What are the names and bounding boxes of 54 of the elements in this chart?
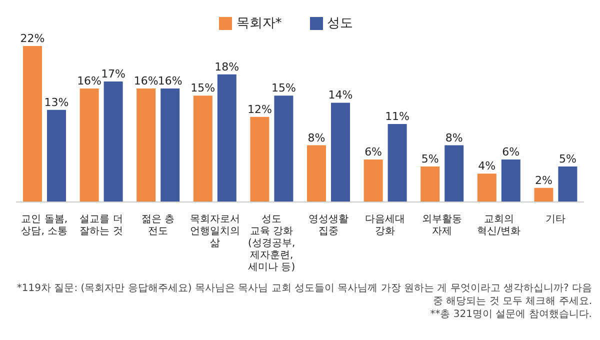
legend-label: 목회자* bbox=[236, 16, 282, 31]
data-label: 2% bbox=[534, 174, 552, 187]
data-label: 5% bbox=[421, 152, 439, 166]
x-tick-label: 설교를 더 잘하는 것 bbox=[80, 214, 123, 237]
data-label: 16% bbox=[134, 74, 158, 88]
data-label: 17% bbox=[101, 67, 126, 80]
data-label: 15% bbox=[271, 82, 296, 95]
data-label: 6% bbox=[502, 145, 520, 158]
data-label: 16% bbox=[158, 74, 182, 88]
data-label: 11% bbox=[385, 110, 410, 123]
x-tick-label: 성도 교육 강화 (성경공부, 제자훈련, 세미나 등) bbox=[248, 214, 296, 273]
x-tick-label: 교인 돌봄, 상담, 소통 bbox=[21, 214, 68, 237]
data-label: 13% bbox=[44, 96, 69, 109]
bar bbox=[477, 174, 496, 202]
bar bbox=[193, 96, 212, 202]
x-tick-label: 목회자로서 언행일치의 삶 bbox=[190, 214, 240, 249]
data-label: 4% bbox=[478, 160, 496, 173]
bar bbox=[80, 88, 99, 202]
bar bbox=[160, 88, 180, 202]
bar bbox=[420, 166, 440, 202]
bar bbox=[274, 96, 294, 202]
x-tick-label: 영성생활 집중 bbox=[308, 214, 348, 237]
data-label: 8% bbox=[445, 131, 463, 144]
data-label: 22% bbox=[20, 32, 45, 45]
data-label: 8% bbox=[308, 131, 326, 144]
bar bbox=[364, 159, 383, 202]
data-label: 14% bbox=[328, 88, 353, 102]
data-label: 12% bbox=[247, 102, 272, 116]
x-tick-label: 기타 bbox=[546, 214, 566, 225]
bar bbox=[444, 145, 464, 202]
data-label: 6% bbox=[364, 145, 382, 158]
x-tick-label: 젊은 층 전도 bbox=[141, 214, 175, 237]
bar bbox=[47, 110, 66, 202]
x-tick-label: 교회의 혁신/변화 bbox=[477, 214, 520, 237]
bar bbox=[558, 166, 578, 202]
bar bbox=[250, 116, 270, 202]
data-label: 18% bbox=[214, 60, 240, 74]
data-label: 5% bbox=[558, 152, 576, 166]
x-tick-label: 외부활동 자제 bbox=[422, 214, 462, 237]
bar bbox=[501, 159, 520, 202]
text: *119차 질문: (목회자만 응답해주세요) 목사님은 목사님 교회 성도들이 목사님께 가장 원하는 게 무엇이라고 생각하십니까? 다음중 해당되는 것 모두 체크해 주세요. bbox=[16, 282, 592, 308]
data-label: 16% bbox=[77, 74, 102, 88]
legend-label: 성도 bbox=[326, 16, 353, 31]
bar bbox=[136, 88, 156, 202]
bar bbox=[388, 124, 407, 202]
bar bbox=[23, 46, 42, 202]
x-tick-label: 다음세대 강화 bbox=[365, 214, 406, 237]
bar bbox=[104, 81, 123, 202]
text: **총 321명이 설문에 참여했습니다. bbox=[429, 308, 592, 321]
bar bbox=[217, 74, 236, 202]
bar bbox=[534, 188, 554, 202]
bar bbox=[331, 102, 350, 202]
data-label: 15% bbox=[190, 82, 216, 95]
bar bbox=[307, 145, 326, 202]
